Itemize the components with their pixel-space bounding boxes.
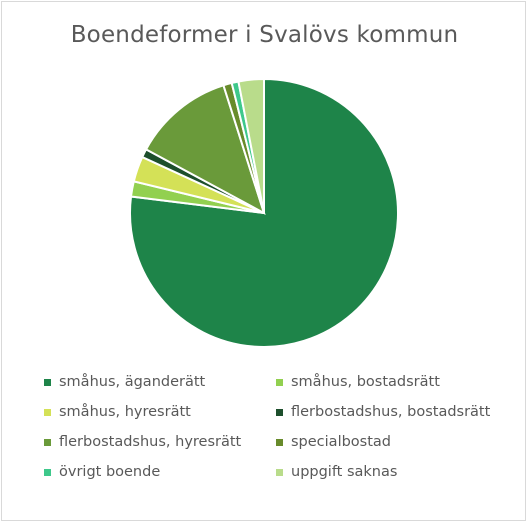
legend-label: småhus, hyresrätt: [59, 404, 191, 420]
legend-label: övrigt boende: [59, 464, 161, 480]
legend-item-3: småhus, hyresrätt: [44, 402, 276, 422]
legend-item-2: småhus, bostadsrätt: [276, 372, 514, 392]
legend-swatch: [276, 468, 283, 476]
legend-label: uppgift saknas: [291, 464, 398, 480]
legend-label: flerbostadshus, hyresrätt: [59, 434, 242, 450]
legend-swatch: [276, 408, 283, 416]
legend-swatch: [276, 438, 283, 446]
legend-swatch: [276, 378, 283, 386]
legend-swatch: [44, 378, 51, 386]
legend-label: flerbostadshus, bostadsrätt: [291, 404, 491, 420]
legend-label: småhus, äganderätt: [59, 374, 206, 390]
legend-swatch: [44, 468, 51, 476]
legend-swatch: [44, 438, 51, 446]
legend-swatch: [44, 408, 51, 416]
legend-item-6: specialbostad: [276, 432, 514, 452]
legend-item-5: flerbostadshus, hyresrätt: [44, 432, 276, 452]
pie-slice-8: [237, 77, 265, 214]
legend-item-8: uppgift saknas: [276, 462, 514, 482]
legend-label: småhus, bostadsrätt: [291, 374, 440, 390]
chart-legend: småhus, äganderätt småhus, bostadsrätt små…: [44, 372, 514, 482]
legend-item-4: flerbostadshus, bostadsrätt: [276, 402, 514, 422]
legend-label: specialbostad: [291, 434, 391, 450]
chart-title: Boendeformer i Svalövs kommun: [70, 22, 459, 48]
legend-item-7: övrigt boende: [44, 462, 276, 482]
pie-slice-5: [144, 84, 266, 216]
legend-item-1: småhus, äganderätt: [44, 372, 276, 392]
